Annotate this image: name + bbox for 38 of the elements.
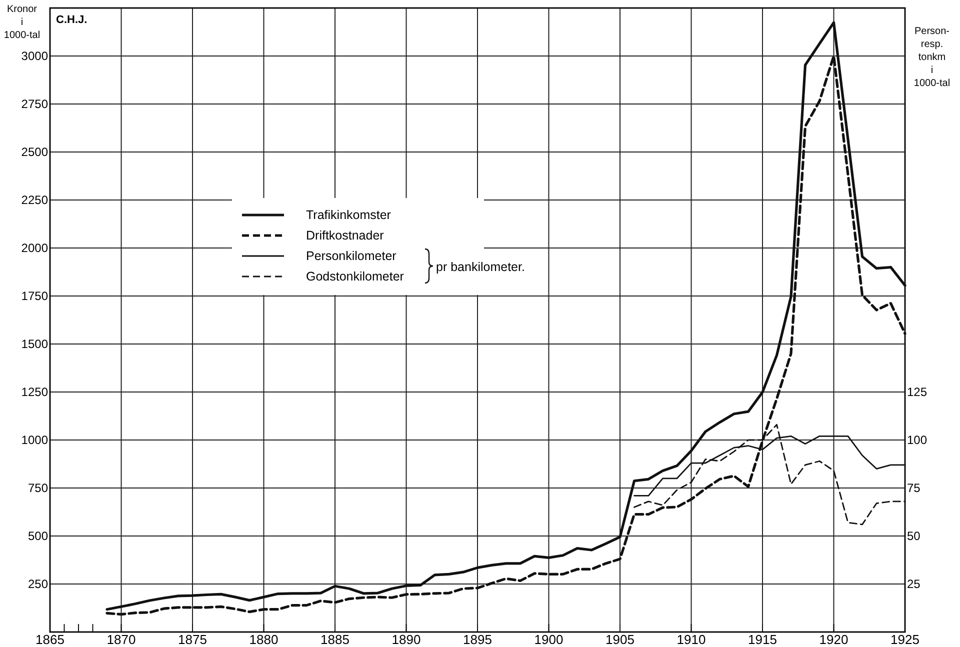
y-tick-label: 750 bbox=[28, 481, 48, 495]
y-tick-label: 1500 bbox=[21, 337, 48, 351]
x-tick-label: 1915 bbox=[748, 632, 777, 647]
y2-tick-label: 50 bbox=[907, 529, 921, 543]
legend-label: Driftkostnader bbox=[306, 228, 384, 242]
legend-label: Godstonkilometer bbox=[306, 270, 404, 284]
y-tick-label: 2500 bbox=[21, 145, 48, 159]
y-tick-label: 2000 bbox=[21, 241, 48, 255]
x-tick-label: 1885 bbox=[320, 632, 350, 647]
y-tick-label: 2750 bbox=[21, 97, 48, 111]
legend-title: pr bankilometer. bbox=[436, 260, 525, 274]
y2-tick-label: 25 bbox=[907, 577, 921, 591]
x-tick-label: 1875 bbox=[178, 632, 207, 647]
x-tick-label: 1920 bbox=[819, 632, 848, 647]
y2-tick-label: 75 bbox=[907, 481, 921, 495]
x-tick-label: 1895 bbox=[463, 632, 492, 647]
y-tick-label: 1750 bbox=[21, 289, 48, 303]
y-tick-label: 250 bbox=[28, 577, 48, 591]
annotation: C.H.J. bbox=[56, 14, 88, 26]
x-tick-label: 1890 bbox=[392, 632, 421, 647]
y-tick-label: 500 bbox=[28, 529, 48, 543]
x-tick-label: 1870 bbox=[106, 632, 136, 647]
x-tick-label: 1925 bbox=[890, 632, 920, 647]
y2-axis-title: Person- resp. tonkm i 1000-tal bbox=[914, 26, 950, 89]
legend-label: Trafikinkomster bbox=[306, 208, 391, 222]
y-tick-label: 1250 bbox=[21, 385, 48, 399]
y2-tick-label: 100 bbox=[907, 433, 928, 447]
x-tick-label: 1880 bbox=[249, 632, 278, 647]
x-tick-label: 1905 bbox=[606, 632, 634, 647]
y-tick-label: 3000 bbox=[21, 49, 48, 63]
legend-label: Personkilometer bbox=[306, 249, 396, 263]
x-tick-label: 1865 bbox=[36, 632, 64, 647]
x-tick-label: 1900 bbox=[534, 632, 564, 647]
y-axis-title: Kronor i 1000-tal bbox=[4, 4, 40, 41]
x-tick-label: 1910 bbox=[676, 632, 706, 647]
y2-tick-label: 125 bbox=[907, 385, 928, 399]
y-tick-label: 1000 bbox=[21, 433, 48, 447]
y-tick-label: 2250 bbox=[21, 193, 48, 207]
